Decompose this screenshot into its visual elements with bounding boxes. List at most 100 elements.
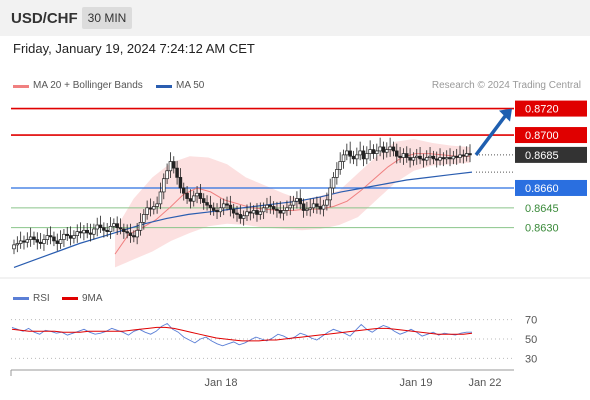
candle-body [301, 203, 306, 211]
candle [434, 151, 439, 168]
rsi-legend-label: RSI [33, 293, 50, 304]
candle-body [45, 235, 50, 240]
price-tag-0.8645: 0.8645 [525, 203, 559, 215]
candle [245, 204, 249, 222]
rsi-ma-legend-label: 9MA [82, 293, 103, 304]
candle [385, 142, 389, 158]
candle [261, 202, 266, 220]
candle [278, 201, 283, 219]
candle [22, 235, 26, 250]
candle [454, 148, 459, 165]
price-tag-bg [515, 127, 587, 144]
candle [48, 226, 53, 245]
candle [378, 137, 382, 157]
price-tag-label: 0.8720 [525, 104, 559, 116]
candle [271, 201, 276, 215]
candle-body [82, 229, 86, 234]
rsi-ma-legend-swatch [62, 297, 78, 300]
candle-body [431, 155, 436, 160]
candle-body [145, 207, 149, 215]
candle-body [405, 153, 409, 158]
candle [315, 196, 319, 214]
candle-body [208, 204, 213, 209]
timeframe-button[interactable]: 30 MIN [82, 7, 132, 29]
candle [168, 152, 173, 179]
candle [251, 205, 256, 219]
candle-body [398, 155, 402, 158]
candle [58, 230, 63, 249]
candle-body [65, 233, 70, 236]
candle-body [62, 233, 66, 240]
candle [448, 148, 452, 167]
candle [461, 149, 466, 164]
candle [72, 230, 76, 244]
candle [241, 210, 246, 226]
candle [191, 190, 196, 207]
price-tag-label: 0.8660 [525, 183, 559, 195]
candle [125, 224, 129, 239]
candle-body [68, 235, 73, 239]
candle [421, 153, 426, 168]
candle [215, 203, 219, 220]
candle [102, 222, 106, 238]
candle-body [52, 236, 56, 242]
candle [414, 148, 419, 165]
candle [38, 232, 43, 249]
candle [468, 144, 472, 163]
candle [395, 143, 399, 164]
candle-body [318, 206, 322, 210]
candle-body [428, 155, 432, 158]
candle [381, 141, 386, 160]
candle [408, 148, 412, 168]
candle [328, 178, 332, 208]
candle-body [58, 239, 63, 244]
candle-body [132, 235, 136, 238]
candle [68, 226, 73, 246]
candle-body [338, 161, 342, 170]
candle [431, 150, 436, 165]
candle-body [248, 211, 253, 214]
candle-body [355, 154, 359, 160]
candle [95, 217, 99, 237]
candle-body [401, 153, 406, 158]
candle [335, 162, 339, 185]
candle-body [42, 239, 46, 244]
x-tick-label: Jan 18 [204, 377, 237, 389]
candle [351, 150, 356, 165]
candle [105, 223, 109, 237]
candle-body [458, 154, 462, 158]
candle-body [115, 223, 119, 229]
candle-body [385, 149, 389, 153]
candle [112, 218, 116, 232]
candle [92, 223, 96, 240]
candle-body [408, 157, 412, 161]
candle [198, 184, 203, 204]
candle-body [255, 210, 259, 215]
candle-body [298, 198, 302, 205]
candle-body [211, 207, 216, 211]
candle-body [358, 150, 362, 156]
candle [75, 224, 79, 243]
candle-body [321, 204, 326, 210]
candle-body [308, 207, 312, 210]
rsi-tick-label: 50 [525, 334, 537, 346]
candle-body [388, 146, 392, 150]
candle [298, 189, 302, 210]
candle [355, 147, 359, 167]
candle-body [365, 153, 369, 160]
price-tag-label: 0.8685 [525, 150, 559, 162]
candle [15, 236, 20, 253]
candle-body [38, 241, 43, 244]
candle [295, 191, 299, 209]
candle-body [152, 206, 156, 210]
price-tag-bg [515, 146, 587, 163]
price-tag-0.8720: 0.8720 [515, 100, 587, 117]
rsi-ma-line [11, 326, 473, 342]
candle-body [261, 207, 266, 213]
candle [145, 200, 149, 220]
candle-body [251, 210, 256, 214]
candle-body [215, 210, 219, 213]
candle-body [118, 227, 123, 230]
candle-body [191, 195, 196, 202]
candle-body [411, 157, 416, 161]
